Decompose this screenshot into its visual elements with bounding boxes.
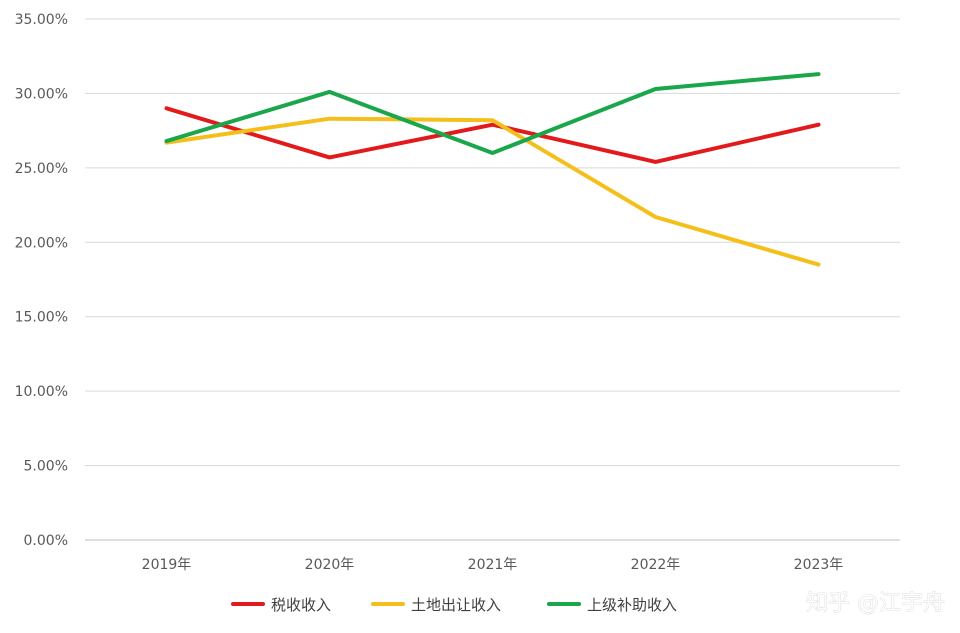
y-tick-label: 30.00% xyxy=(15,86,68,102)
legend: 税收收入 土地出让收入 上级补助收入 xyxy=(231,596,677,614)
y-tick-label: 25.00% xyxy=(15,161,68,177)
legend-label: 税收收入 xyxy=(271,596,331,614)
series-lines xyxy=(164,72,821,267)
x-tick-label: 2023年 xyxy=(794,557,844,573)
legend-label: 土地出让收入 xyxy=(411,596,501,614)
watermark: 知乎 @江宇舟 xyxy=(806,591,945,616)
y-tick-label: 20.00% xyxy=(15,235,68,251)
y-tick-label: 35.00% xyxy=(15,12,68,28)
x-axis: 2019年 2020年 2021年 2022年 2023年 xyxy=(142,557,844,573)
series-line-3 xyxy=(164,72,821,155)
x-tick-label: 2020年 xyxy=(305,557,355,573)
y-tick-label: 15.00% xyxy=(15,310,68,326)
x-tick-label: 2019年 xyxy=(142,557,192,573)
gridlines xyxy=(85,18,900,541)
series-line-1 xyxy=(164,106,821,164)
x-tick-label: 2021年 xyxy=(468,557,518,573)
y-tick-label: 5.00% xyxy=(24,459,68,475)
x-tick-label: 2022年 xyxy=(631,557,681,573)
series-line-2 xyxy=(164,116,821,267)
y-tick-label: 10.00% xyxy=(15,384,68,400)
legend-label: 上级补助收入 xyxy=(587,596,677,614)
y-tick-label: 0.00% xyxy=(24,533,68,549)
y-axis: 0.00% 5.00% 10.00% 15.00% 20.00% 25.00% 30.00%… xyxy=(15,12,68,549)
